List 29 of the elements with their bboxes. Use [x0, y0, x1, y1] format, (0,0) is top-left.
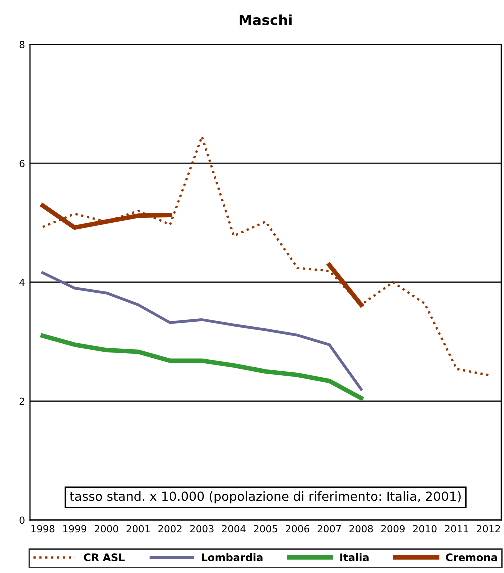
x-tick-label: 2012 [477, 525, 500, 533]
legend-label: Italia [340, 553, 369, 562]
annotation: tasso stand. x 10.000 (popolazione di riferimento: Italia, 2001) [70, 492, 461, 504]
x-tick-label: 2001 [126, 525, 150, 533]
x-tick-label: 2004 [222, 525, 246, 533]
x-tick-label: 2007 [318, 525, 342, 533]
y-tick-label: 2 [20, 398, 24, 406]
x-tick-label: 2010 [413, 525, 437, 533]
x-tick-label: 1999 [64, 525, 87, 533]
x-tick-label: 2002 [158, 525, 182, 533]
y-tick-label: 6 [20, 160, 25, 168]
legend-label: Cremona [446, 554, 498, 562]
line-series [42, 136, 490, 376]
y-tick-label: 0 [20, 516, 25, 524]
chart-title: Maschi [240, 14, 292, 26]
y-tick-label: 4 [20, 279, 25, 286]
x-tick-label: 2009 [382, 525, 405, 533]
x-tick-label: 2003 [190, 525, 214, 533]
legend-label: CR ASL [84, 554, 125, 562]
x-tick-label: 2006 [286, 525, 310, 533]
x-tick-label: 2011 [445, 525, 468, 533]
line-series [40, 334, 364, 401]
x-tick-label: 2005 [254, 525, 278, 533]
line-series [42, 272, 363, 391]
x-tick-label: 2008 [350, 525, 374, 533]
legend-label: Lombardia [202, 553, 263, 562]
y-tick-label: 8 [20, 41, 25, 49]
x-tick-label: 1998 [32, 525, 55, 533]
x-tick-label: 2000 [95, 525, 118, 533]
